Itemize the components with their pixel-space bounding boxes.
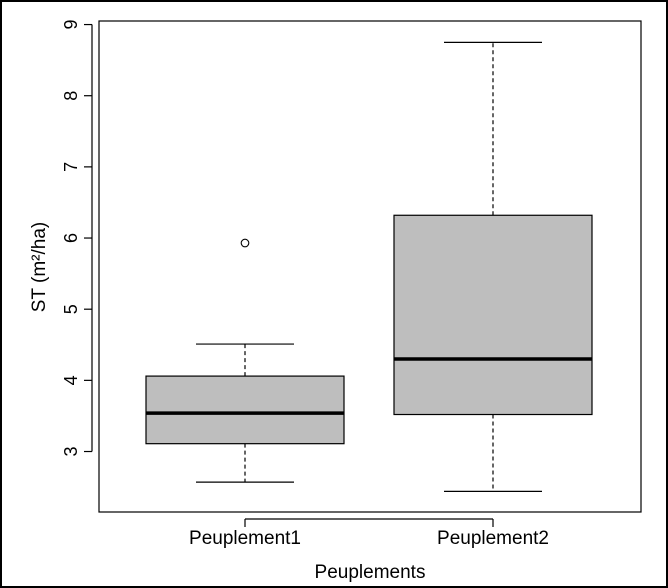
y-tick-label: 8 [61, 91, 81, 101]
y-tick-label: 6 [61, 233, 81, 243]
boxes [145, 41, 593, 492]
y-tick-label: 9 [61, 20, 81, 30]
box-group [145, 238, 345, 483]
y-tick-label: 7 [61, 162, 81, 172]
plot-border [98, 20, 642, 513]
x-tick-label: Peuplement1 [189, 528, 301, 549]
y-tick-label: 5 [61, 304, 81, 314]
plot-area [98, 20, 642, 513]
y-tick-label: 3 [61, 447, 81, 457]
x-axis: Peuplement1 Peuplement2 [189, 518, 549, 549]
y-axis-label: ST (m²/ha) [29, 222, 50, 312]
x-axis-label: Peuplements [315, 562, 426, 583]
iqr-box [393, 214, 593, 416]
outlier-point [240, 238, 250, 248]
y-axis: 3 4 5 6 7 8 9 [61, 20, 93, 457]
x-tick-label: Peuplement2 [437, 528, 549, 549]
y-tick-label: 4 [61, 375, 81, 385]
iqr-box [145, 375, 345, 445]
box-group [393, 41, 593, 492]
